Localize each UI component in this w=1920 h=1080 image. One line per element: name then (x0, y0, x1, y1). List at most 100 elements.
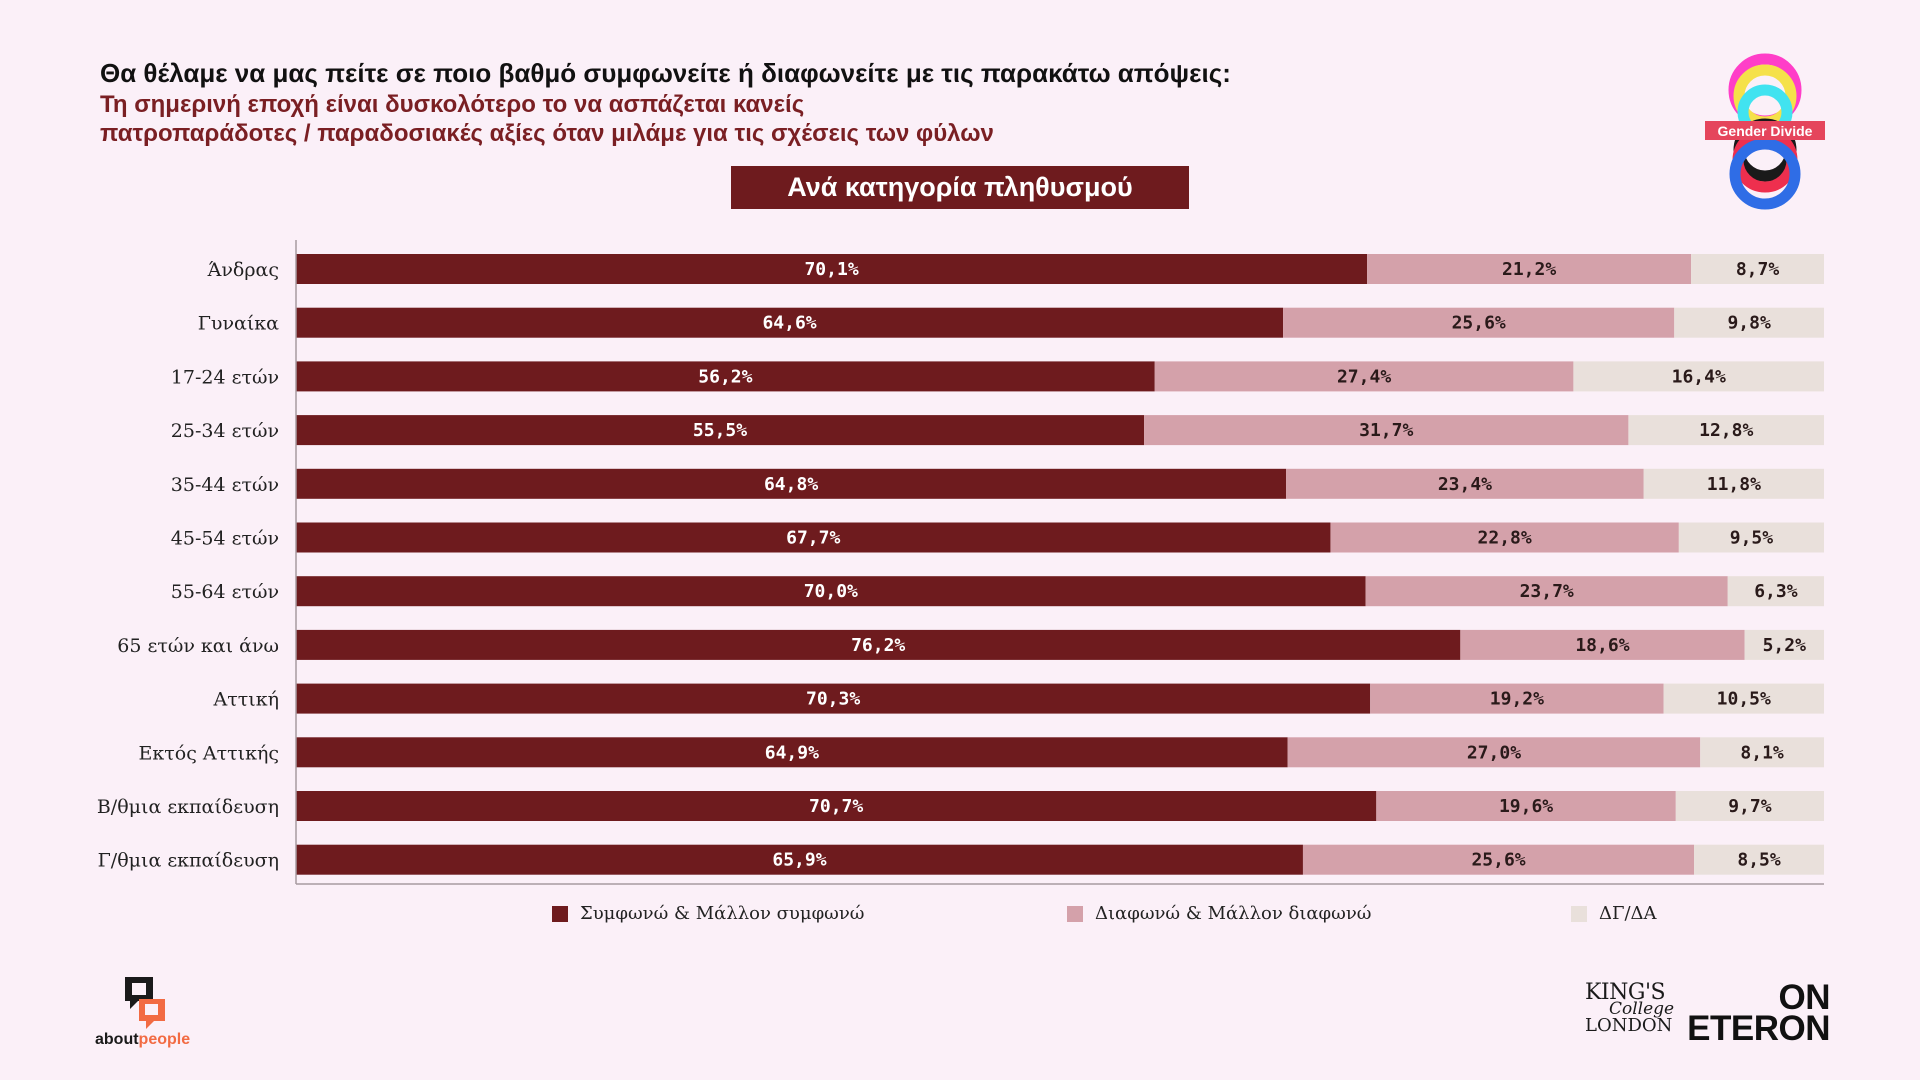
legend-item-disagree: Διαφωνώ & Μάλλον διαφωνώ (1067, 903, 1371, 924)
data-label-dk: 16,4% (1672, 366, 1726, 387)
kcl-line-1: KING'S (1585, 980, 1666, 1005)
bar-segment-dk (1700, 737, 1824, 768)
data-label-disagree: 22,8% (1478, 528, 1532, 549)
statement-line-2: πατροπαράδοτες / παραδοσιακές αξίες όταν… (100, 120, 994, 147)
data-label-disagree: 25,6% (1452, 313, 1506, 334)
data-label-agree: 55,5% (693, 420, 747, 441)
aboutpeople-prefix: about (95, 1031, 139, 1048)
category-label: 35-44 ετών (171, 474, 279, 496)
bar-segment-disagree (1302, 844, 1695, 875)
data-label-agree: 65,9% (772, 850, 826, 871)
bar-segment-dk (1691, 254, 1824, 284)
bar-segment-dk (1628, 415, 1824, 446)
bar-segment-agree (296, 468, 1287, 499)
bar-segment-disagree (1283, 307, 1675, 338)
bar-segment-disagree (1367, 254, 1692, 284)
data-label-disagree: 19,2% (1490, 689, 1544, 710)
legend-swatch-dk (1571, 905, 1587, 922)
bar-segment-agree (296, 576, 1366, 607)
question-title: Θα θέλαμε να μας πείτε σε ποιο βαθμό συμ… (100, 58, 1231, 88)
category-label: 17-24 ετών (171, 366, 279, 388)
data-label-agree: 64,9% (765, 742, 819, 763)
data-label-dk: 5,2% (1763, 635, 1807, 656)
statement-line-1: Τη σημερινή εποχή είναι δυσκολότερο το ν… (100, 91, 805, 118)
kcl-line-3: LONDON (1585, 1015, 1673, 1036)
category-banner: Ανά κατηγορία πληθυσμού (731, 166, 1189, 209)
bar-segment-agree (296, 415, 1145, 446)
bar-segment-agree (296, 522, 1331, 553)
data-label-dk: 12,8% (1699, 420, 1753, 441)
bar-segment-disagree (1287, 737, 1701, 768)
kcl-line-2: College (1609, 999, 1675, 1019)
legend-swatch-disagree (1067, 905, 1083, 922)
data-label-disagree: 27,0% (1467, 742, 1521, 763)
bar-segment-agree (296, 683, 1371, 714)
data-label-dk: 9,5% (1730, 528, 1774, 549)
on-eteron-logo: ON ETERON (1680, 978, 1831, 1048)
category-label: Γ/θμια εκπαίδευση (98, 850, 279, 872)
data-label-agree: 70,3% (806, 689, 860, 710)
on-eteron-line-2: ETERON (1687, 1009, 1830, 1048)
data-label-disagree: 23,7% (1520, 581, 1574, 602)
legend-label-agree: Συμφωνώ & Μάλλον συμφωνώ (580, 903, 865, 924)
bar-segment-disagree (1330, 522, 1679, 553)
bar-segment-agree (296, 629, 1461, 660)
category-label: 25-34 ετών (171, 420, 279, 442)
aboutpeople-suffix: people (138, 1031, 191, 1048)
gender-divide-label: Gender Divide (1705, 121, 1825, 140)
bar-segment-disagree (1286, 468, 1644, 499)
data-label-dk: 9,7% (1728, 796, 1772, 817)
data-label-agree: 67,7% (786, 528, 840, 549)
data-label-dk: 8,5% (1737, 850, 1781, 871)
bar-segment-dk (1727, 576, 1824, 607)
bar-segment-agree (296, 307, 1284, 338)
data-label-dk: 10,5% (1717, 689, 1771, 710)
data-label-disagree: 27,4% (1337, 366, 1391, 387)
kcl-logo: KING'S College LONDON (1585, 982, 1677, 1035)
data-label-agree: 64,8% (764, 474, 818, 495)
bar-segment-agree (296, 844, 1303, 875)
category-label: 65 ετών και άνω (117, 635, 279, 657)
bar-segment-dk (1663, 683, 1824, 714)
on-eteron-line-1: ON (1778, 978, 1831, 1017)
legend-swatch-agree (552, 905, 568, 922)
category-label: 55-64 ετών (171, 581, 279, 603)
category-label: Άνδρας (207, 259, 279, 281)
bar-segment-disagree (1370, 683, 1664, 714)
data-label-agree: 76,2% (851, 635, 905, 656)
data-label-dk: 6,3% (1754, 581, 1798, 602)
bar-segment-disagree (1154, 361, 1574, 392)
aboutpeople-logo-text: aboutpeople (95, 1031, 190, 1049)
data-label-dk: 11,8% (1707, 474, 1761, 495)
data-label-dk: 9,8% (1727, 313, 1771, 334)
bar-segment-disagree (1365, 576, 1728, 607)
bar-segment-dk (1675, 791, 1824, 821)
legend-item-agree: Συμφωνώ & Μάλλον συμφωνώ (552, 903, 864, 924)
bar-segment-agree (296, 737, 1288, 768)
data-label-agree: 64,6% (762, 313, 816, 334)
data-label-agree: 70,7% (809, 796, 863, 817)
legend-label-disagree: Διαφωνώ & Μάλλον διαφωνώ (1095, 903, 1372, 924)
bar-segment-dk (1678, 522, 1824, 553)
bar-segment-agree (296, 361, 1155, 392)
bar-segment-dk (1573, 361, 1824, 392)
data-label-disagree: 19,6% (1499, 796, 1553, 817)
data-label-dk: 8,7% (1736, 259, 1780, 280)
bar-segment-disagree (1376, 791, 1676, 821)
data-label-disagree: 18,6% (1575, 635, 1629, 656)
legend-item-dk: ΔΓ/ΔΑ (1571, 903, 1657, 924)
category-label: Γυναίκα (198, 313, 279, 335)
data-label-dk: 8,1% (1740, 742, 1784, 763)
data-label-agree: 56,2% (698, 366, 752, 387)
data-label-disagree: 23,4% (1438, 474, 1492, 495)
bar-segment-dk (1674, 307, 1824, 338)
bar-segment-dk (1694, 844, 1824, 875)
bar-segment-disagree (1460, 629, 1745, 660)
data-label-disagree: 31,7% (1359, 420, 1413, 441)
aboutpeople-logo-icon (125, 977, 165, 1029)
data-label-disagree: 21,2% (1502, 259, 1556, 280)
data-label-agree: 70,0% (804, 581, 858, 602)
bar-segment-dk (1744, 629, 1824, 660)
category-label: Εκτός Αττικής (139, 742, 279, 764)
